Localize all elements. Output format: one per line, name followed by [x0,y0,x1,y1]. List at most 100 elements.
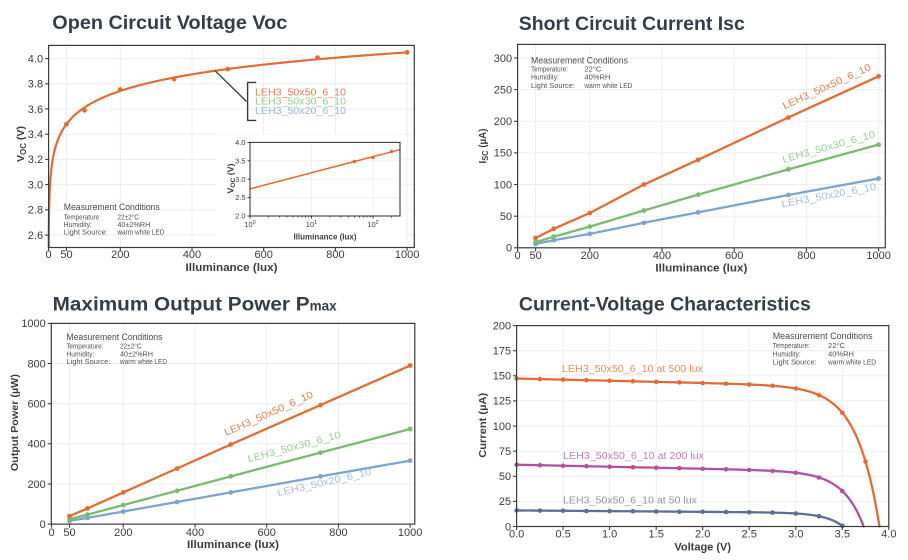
svg-text:2.8: 2.8 [28,205,43,217]
svg-text:Humidity:: Humidity: [773,349,801,358]
svg-text:800: 800 [27,358,45,370]
svg-text:22°C: 22°C [828,341,846,350]
svg-text:600: 600 [258,527,276,539]
svg-text:3.0: 3.0 [28,179,43,191]
svg-text:250: 250 [494,84,512,96]
svg-text:LEH3_50x30_6_10: LEH3_50x30_6_10 [255,97,346,108]
svg-text:LEH3_50x20_6_10: LEH3_50x20_6_10 [255,106,346,117]
svg-text:2.6: 2.6 [28,230,43,242]
svg-text:Voltage (V): Voltage (V) [674,542,731,554]
svg-text:400: 400 [186,527,204,539]
svg-text:Illuminance (lux): Illuminance (lux) [187,539,279,551]
svg-text:Humidity:: Humidity: [531,73,559,82]
svg-text:75: 75 [499,446,511,458]
svg-text:3.0: 3.0 [235,175,245,184]
svg-text:VOC (V): VOC (V) [15,126,28,162]
svg-text:3.2: 3.2 [28,154,43,166]
svg-text:Temperature:: Temperature: [773,341,810,350]
svg-text:Humidity:: Humidity: [66,349,94,358]
svg-text:50: 50 [499,471,511,483]
svg-text:800: 800 [326,249,344,261]
svg-text:101: 101 [306,220,317,229]
svg-text:150: 150 [494,148,512,160]
svg-text:400: 400 [653,250,671,262]
svg-text:100: 100 [493,421,511,433]
svg-text:1000: 1000 [21,318,45,330]
svg-text:Illuminance (lux): Illuminance (lux) [655,263,747,275]
svg-text:Current-Voltage Characteristic: Current-Voltage Characteristics [519,294,811,315]
svg-text:Open Circuit Voltage Voc: Open Circuit Voltage Voc [52,13,287,34]
svg-text:800: 800 [797,250,815,262]
svg-text:LEH3_50x50_6_10 at 200 lux: LEH3_50x50_6_10 at 200 lux [563,451,704,462]
svg-text:4.0: 4.0 [235,138,245,147]
svg-text:300: 300 [494,53,512,65]
svg-text:200: 200 [27,479,45,491]
svg-text:Light Source:: Light Source: [531,81,575,90]
svg-text:LEH3_50x50_6_10: LEH3_50x50_6_10 [255,87,346,98]
svg-text:40±2%RH: 40±2%RH [120,349,153,358]
svg-text:Output Power (µW): Output Power (µW) [9,374,21,471]
svg-text:1.0: 1.0 [602,529,617,541]
svg-text:200: 200 [111,249,129,261]
svg-text:100: 100 [494,179,512,191]
svg-text:175: 175 [493,346,511,358]
svg-text:200: 200 [493,320,511,332]
svg-text:3.8: 3.8 [28,79,43,91]
svg-text:Temperature:: Temperature: [66,342,103,351]
svg-text:Light Source:: Light Source: [66,357,110,366]
svg-text:400: 400 [183,249,201,261]
svg-text:Measurement Conditions: Measurement Conditions [531,56,628,66]
svg-text:3.0: 3.0 [788,529,803,541]
svg-text:40%RH: 40%RH [828,349,854,358]
svg-text:Maximum Output Power Pmax: Maximum Output Power Pmax [53,294,337,315]
svg-text:40±2%RH: 40±2%RH [117,220,150,229]
svg-text:Light Source:: Light Source: [64,228,108,237]
svg-text:3.4: 3.4 [28,129,43,141]
svg-text:0.5: 0.5 [555,529,570,541]
svg-text:3.6: 3.6 [28,104,43,116]
svg-text:50: 50 [63,527,75,539]
svg-text:4.0: 4.0 [881,529,896,541]
svg-text:600: 600 [255,249,273,261]
svg-text:150: 150 [493,371,511,383]
svg-text:0: 0 [40,519,46,531]
svg-text:2.0: 2.0 [695,529,710,541]
svg-text:4.0: 4.0 [28,53,43,65]
svg-text:100: 100 [244,220,255,229]
svg-text:ISC (µA): ISC (µA) [477,129,490,164]
svg-text:200: 200 [581,250,599,262]
svg-text:Humidity:: Humidity: [64,220,92,229]
svg-text:600: 600 [725,250,743,262]
svg-text:400: 400 [27,439,45,451]
svg-text:3.5: 3.5 [235,156,245,165]
svg-text:Light Source:: Light Source: [773,358,817,367]
svg-text:22°C: 22°C [584,64,602,73]
svg-text:0: 0 [49,527,55,539]
svg-text:1000: 1000 [866,250,890,262]
svg-text:Illuminance (lux): Illuminance (lux) [186,262,278,274]
svg-text:Measurement Conditions: Measurement Conditions [66,332,162,342]
svg-text:50: 50 [529,250,541,262]
svg-text:600: 600 [27,399,45,411]
svg-text:2.0: 2.0 [235,212,245,221]
svg-text:2.5: 2.5 [235,193,245,202]
svg-text:LEH3_50x50_6_10 at 500 lux: LEH3_50x50_6_10 at 500 lux [562,364,703,375]
svg-text:200: 200 [114,527,132,539]
svg-text:1000: 1000 [395,249,419,261]
svg-text:1000: 1000 [398,527,422,539]
svg-text:40%RH: 40%RH [584,73,610,82]
svg-text:50: 50 [60,249,72,261]
svg-text:warm white LED: warm white LED [584,81,633,90]
svg-text:Short Circuit Current Isc: Short Circuit Current Isc [519,14,745,35]
svg-text:0: 0 [505,521,511,533]
svg-text:LEH3_50x50_6_10 at 50 lux: LEH3_50x50_6_10 at 50 lux [563,496,697,507]
svg-text:125: 125 [493,396,511,408]
svg-text:Illuminance (lux): Illuminance (lux) [294,232,357,242]
svg-text:22±2°C: 22±2°C [117,212,139,221]
svg-text:Current (µA): Current (µA) [477,393,489,458]
svg-text:0: 0 [46,249,52,261]
svg-text:102: 102 [367,220,378,229]
svg-text:22±2°C: 22±2°C [120,342,142,351]
svg-text:Temperature:: Temperature: [64,212,101,221]
svg-text:0: 0 [506,243,512,255]
